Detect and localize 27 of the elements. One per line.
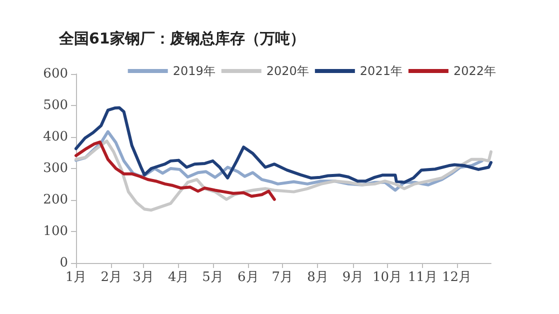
x-tick-label: 5月 (202, 270, 224, 285)
x-tick-label: 11月 (408, 270, 438, 285)
line-series (74, 106, 492, 184)
y-tick-label: 500 (43, 98, 68, 113)
x-tick-label: 8月 (307, 270, 328, 285)
legend-label: 2021年 (360, 64, 402, 78)
y-tick-label: 300 (43, 161, 68, 176)
y-tick-label: 600 (43, 66, 68, 82)
chart-title: 全国61家钢厂：废钢总库存（万吨） (58, 30, 305, 48)
legend-label: 2019年 (172, 64, 216, 78)
x-tick-label: 1月 (65, 270, 87, 285)
line-series (74, 140, 492, 212)
x-tick-label: 10月 (372, 270, 402, 285)
x-tick-label: 6月 (238, 270, 259, 285)
y-tick-label: 400 (43, 130, 68, 144)
legend-label: 2020年 (266, 64, 309, 78)
legend-label: 2022年 (453, 64, 496, 78)
x-tick-label: 12月 (442, 270, 472, 285)
x-tick-label: 7月 (272, 270, 293, 285)
y-tick-label: 0 (60, 256, 68, 270)
x-tick-label: 3月 (132, 270, 154, 285)
line-series (74, 140, 276, 201)
y-tick-label: 100 (43, 224, 68, 239)
x-tick-label: 9月 (342, 270, 364, 285)
x-tick-label: 4月 (168, 270, 190, 285)
x-tick-label: 2月 (100, 270, 122, 285)
y-tick-label: 200 (43, 192, 68, 208)
